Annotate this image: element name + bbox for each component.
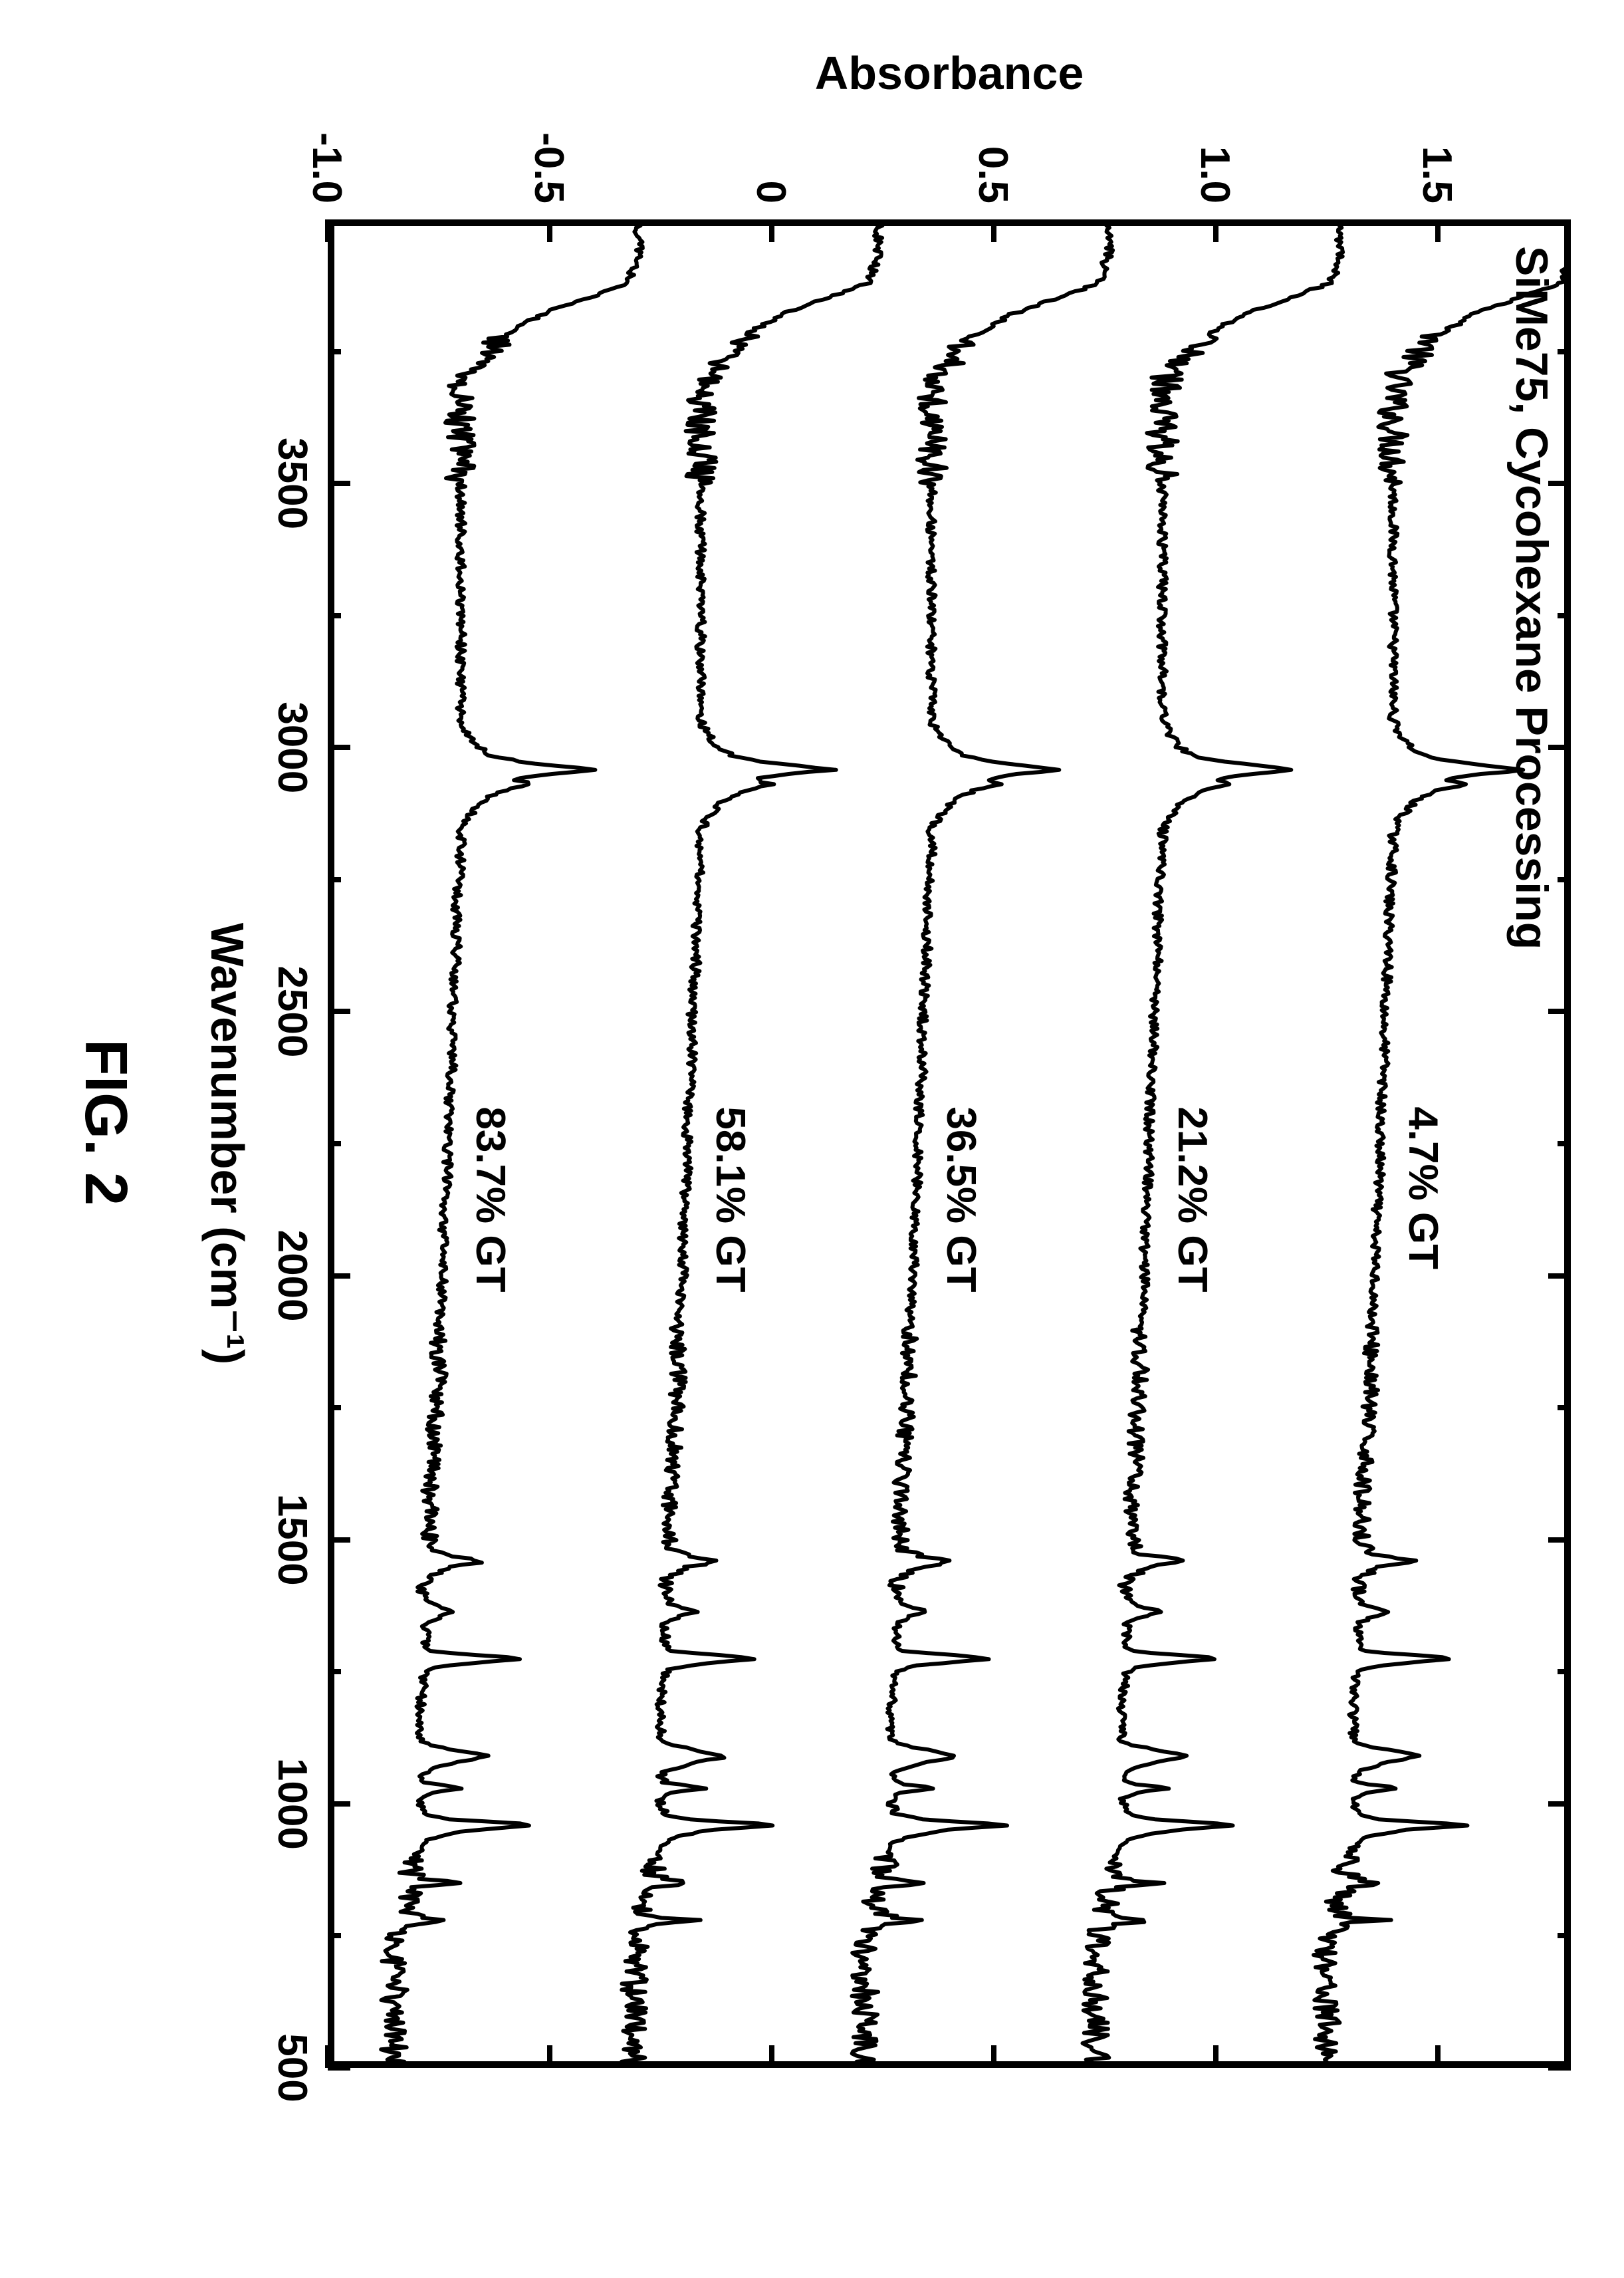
series-label: 21.2% GT (1169, 1106, 1216, 1292)
series-label: 83.7% GT (467, 1106, 514, 1292)
spectrum-chart: SiMe75, Cycohexane Processing Wavenumber… (0, 0, 1624, 2278)
series-label: 4.7% GT (1399, 1106, 1447, 1269)
series-label: 36.5% GT (937, 1106, 985, 1292)
series-label: 58.1% GT (707, 1106, 754, 1292)
spectra-svg (0, 0, 1624, 2278)
